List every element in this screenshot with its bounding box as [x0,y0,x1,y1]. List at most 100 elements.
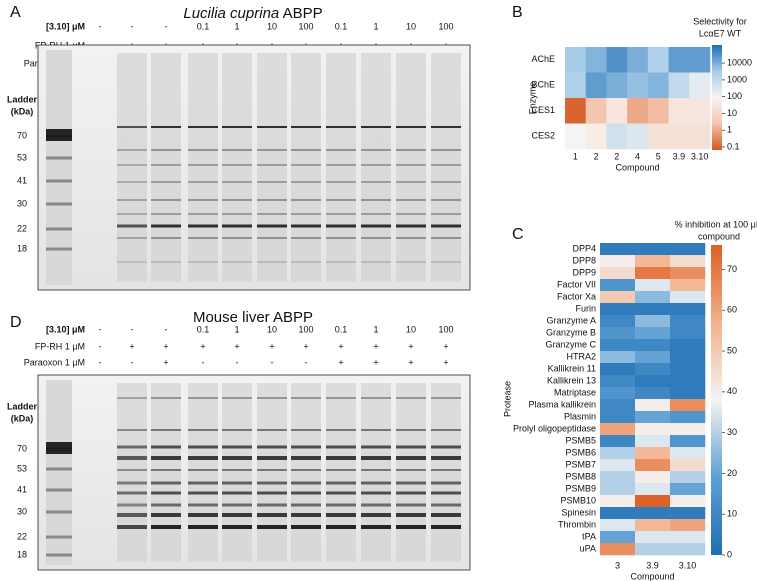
heatmap-cell [689,72,711,99]
heatmap-cell [565,72,587,99]
band [361,149,391,151]
x-axis-label: Compound [630,571,674,581]
band [257,445,287,449]
heatmap-cell [627,47,649,73]
band [396,199,426,201]
row-label: Granzyme B [546,327,596,337]
band [326,261,356,263]
heatmap-cell [600,399,636,412]
band [291,429,321,431]
band [326,429,356,431]
band [326,181,356,183]
heatmap-cell [600,303,636,316]
band [431,445,461,449]
heatmap-cell [627,123,649,150]
condition-value: + [373,341,378,351]
column-label: 3.10 [691,151,709,161]
ladder-mark: 18 [17,549,27,559]
row-label: AChE [531,54,555,64]
band [291,224,321,228]
band [431,525,461,529]
column-label: 2 [614,151,619,161]
heatmap-cell [635,459,671,472]
heatmap-cell [635,303,671,316]
condition-label: Paraoxon 1 μM [24,357,85,367]
condition-value: 1 [234,21,239,31]
heatmap-cell [600,339,636,352]
lane [396,383,426,562]
heatmap-cell [635,435,671,448]
heatmap-cell [565,47,587,73]
band [188,491,218,495]
condition-value: + [129,341,134,351]
band [117,513,147,517]
heatmap-cell [600,435,636,448]
lane [361,383,391,562]
band [257,164,287,166]
band [222,224,252,228]
colorbar-title: compound [698,231,740,241]
heatmap-cell [670,279,706,292]
heatmap-cell [600,243,636,256]
band [151,149,181,151]
lane [188,53,218,282]
band [151,503,181,507]
heatmap-cell [565,98,587,124]
heatmap-cell [600,483,636,496]
condition-value: 10 [406,21,416,31]
ladder-band [46,247,72,251]
lane [291,383,321,562]
band [188,445,218,449]
gel-title-species: Lucilia cuprina [183,5,279,22]
band [431,149,461,151]
panel-letter: D [10,314,22,331]
band [222,181,252,183]
ladder-lane [46,380,72,565]
row-label: PSMB6 [565,447,596,457]
band [117,164,147,166]
ladder-band [46,535,72,539]
band [117,445,147,449]
band [257,199,287,201]
row-label: Granzyme C [545,339,596,349]
ladder-title: Ladder [7,401,38,411]
condition-value: + [200,341,205,351]
ladder-band [46,227,72,231]
band [117,261,147,263]
band [117,213,147,215]
ladder-title: Ladder [7,94,38,104]
heatmap-cell [670,303,706,316]
ladder-band [46,442,72,454]
band [396,513,426,517]
band [117,181,147,183]
condition-value: - [99,357,102,367]
band [396,456,426,460]
condition-value: - [99,341,102,351]
band [188,164,218,166]
band [431,456,461,460]
heatmap-cell [635,363,671,376]
condition-value: 10 [406,324,416,334]
row-label: uPA [580,543,596,553]
condition-value: - [165,21,168,31]
colorbar-tick-label: 70 [727,264,737,274]
lane [257,53,287,282]
heatmap-cell [600,387,636,400]
condition-value: 0.1 [197,324,210,334]
condition-label: [3.10] μM [46,324,85,334]
band [257,149,287,151]
heatmap-cell [606,47,628,73]
colorbar-tick-label: 0 [727,549,732,559]
heatmap-cell [670,267,706,280]
heatmap-cell [600,363,636,376]
ladder-mark: 22 [17,223,27,233]
heatmap-cell [635,483,671,496]
condition-value: 10 [267,324,277,334]
band [257,429,287,431]
lane [257,383,287,562]
colorbar-tick-label: 1 [727,125,732,135]
band [257,261,287,263]
band [326,503,356,507]
band [117,397,147,399]
band [117,503,147,507]
